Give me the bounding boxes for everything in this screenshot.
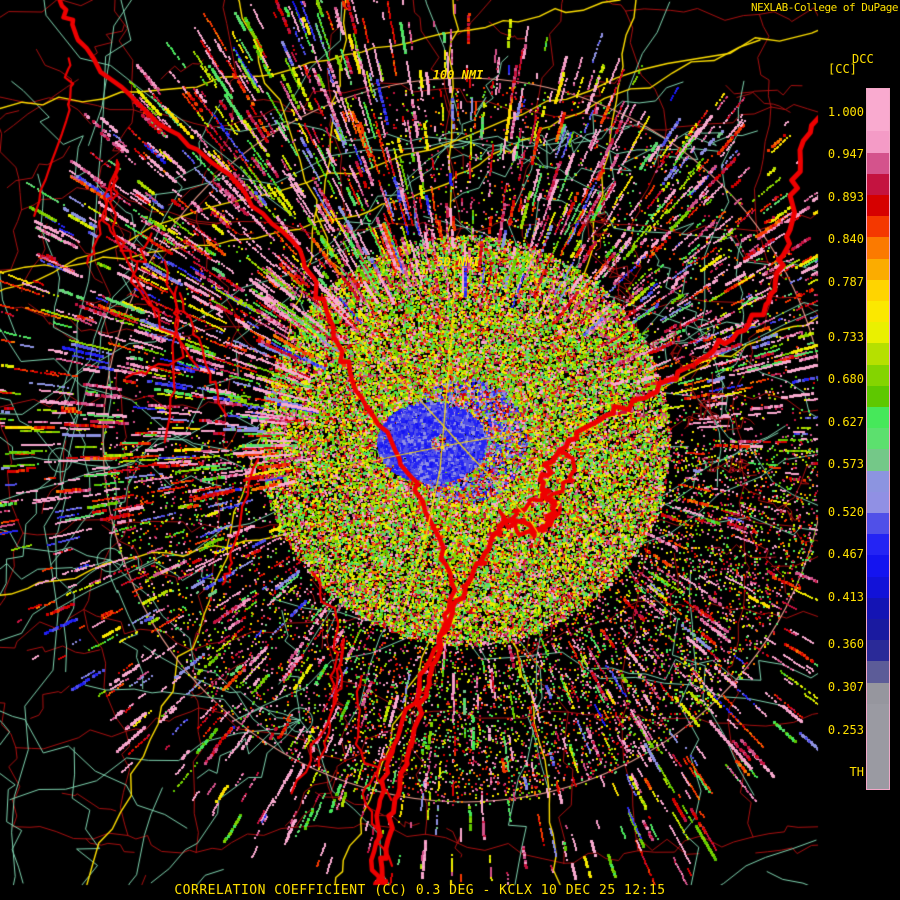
- colorbar-swatch: [867, 428, 889, 450]
- colorbar-swatch: [867, 195, 889, 217]
- colorbar-swatch: [867, 131, 889, 153]
- colorbar-swatch: [867, 110, 889, 132]
- colorbar-swatch: [867, 513, 889, 535]
- colorbar-swatch: [867, 682, 889, 704]
- colorbar-swatch: [867, 597, 889, 620]
- colorbar-swatch: [867, 89, 889, 111]
- colorbar-swatch: [867, 619, 889, 641]
- colorbar-tick: 0.360: [827, 637, 864, 651]
- colorbar-swatch: [867, 767, 889, 789]
- colorbar-tick: 0.413: [827, 590, 864, 604]
- colorbar-tick: 0.520: [827, 505, 864, 519]
- colorbar[interactable]: [866, 88, 890, 790]
- colorbar-swatch: [867, 301, 889, 323]
- colorbar-tick: TH: [849, 765, 864, 779]
- colorbar-tick: 0.947: [827, 147, 864, 161]
- colorbar-swatch: [867, 279, 889, 302]
- colorbar-swatch: [867, 216, 889, 238]
- colorbar-swatch: [867, 534, 889, 556]
- colorbar-swatch: [867, 661, 889, 683]
- colorbar-tick: 0.733: [827, 330, 864, 344]
- colorbar-gradient: [867, 89, 889, 789]
- colorbar-swatch: [867, 746, 889, 768]
- colorbar-swatch: [867, 491, 889, 514]
- colorbar-swatch: [867, 703, 889, 726]
- colorbar-tick: 0.787: [827, 275, 864, 289]
- colorbar-tick: 0.573: [827, 457, 864, 471]
- colorbar-tick: 0.680: [827, 372, 864, 386]
- colorbar-swatch: [867, 576, 889, 598]
- colorbar-tick: 0.253: [827, 723, 864, 737]
- colorbar-swatch: [867, 385, 889, 408]
- colorbar-swatch: [867, 640, 889, 662]
- colorbar-swatch: [867, 343, 889, 365]
- colorbar-tick: 0.307: [827, 680, 864, 694]
- colorbar-tick: 0.840: [827, 232, 864, 246]
- colorbar-swatch: [867, 470, 889, 492]
- colorbar-tick: 1.000: [827, 105, 864, 119]
- colorbar-swatch: [867, 152, 889, 174]
- colorbar-tick: 0.893: [827, 190, 864, 204]
- colorbar-swatch: [867, 322, 889, 344]
- colorbar-swatch: [867, 173, 889, 196]
- colorbar-swatch: [867, 725, 889, 747]
- colorbar-swatch: [867, 237, 889, 259]
- colorbar-swatch: [867, 364, 889, 386]
- colorbar-tick-labels: 1.000 0.947 0.893 0.840 0.787 0.733 0.680 0.627…: [820, 0, 864, 900]
- colorbar-swatch: [867, 555, 889, 577]
- colorbar-tick: 0.467: [827, 547, 864, 561]
- colorbar-tick: 0.627: [827, 415, 864, 429]
- colorbar-swatch: [867, 449, 889, 471]
- colorbar-swatch: [867, 258, 889, 280]
- colorbar-swatch: [867, 407, 889, 429]
